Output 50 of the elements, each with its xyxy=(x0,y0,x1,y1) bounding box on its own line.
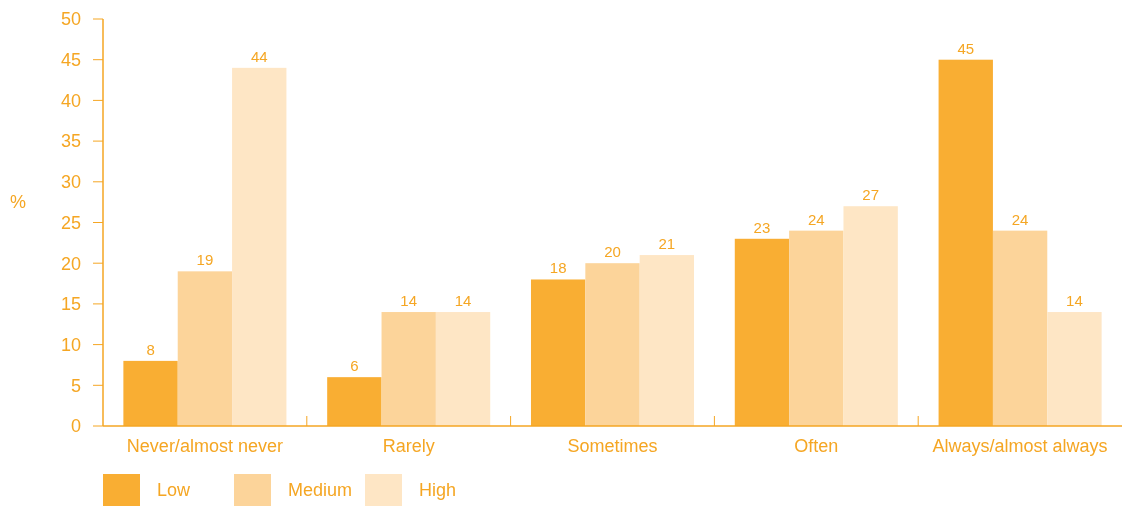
data-label: 23 xyxy=(753,218,771,236)
y-tick-label: 20 xyxy=(60,253,81,274)
y-tick-label: 30 xyxy=(60,172,81,193)
x-tick-label: Always/almost always xyxy=(932,436,1108,456)
bar xyxy=(789,230,844,426)
data-label: 20 xyxy=(604,243,621,261)
y-tick-label: 40 xyxy=(60,90,81,111)
y-tick-label: 50 xyxy=(60,9,81,30)
y-tick-label: 15 xyxy=(60,294,81,315)
y-tick-label: 25 xyxy=(60,212,81,233)
legend-label: High xyxy=(419,480,457,501)
bar xyxy=(381,312,436,426)
data-label: 14 xyxy=(454,292,472,310)
y-tick-label: 0 xyxy=(70,416,81,437)
y-tick-label: 5 xyxy=(70,375,81,396)
data-label: 45 xyxy=(957,39,975,57)
data-label: 24 xyxy=(1011,210,1029,228)
legend-label: Medium xyxy=(288,480,353,501)
bar xyxy=(530,279,586,426)
data-label: 24 xyxy=(807,210,825,228)
x-tick-label: Never/almost never xyxy=(126,436,283,456)
bar xyxy=(843,206,898,426)
bar xyxy=(435,312,491,426)
bar xyxy=(992,230,1048,426)
bar xyxy=(123,360,178,426)
legend-label: Low xyxy=(157,480,192,501)
data-label: 18 xyxy=(549,259,567,277)
data-label: 14 xyxy=(400,292,418,310)
data-label: 27 xyxy=(862,186,879,204)
bar xyxy=(639,255,695,426)
data-label: 44 xyxy=(250,47,268,65)
data-label: 14 xyxy=(1066,292,1083,310)
y-tick-label: 10 xyxy=(60,334,81,355)
x-tick-label: Sometimes xyxy=(567,436,658,456)
y-tick-label: 35 xyxy=(60,131,81,152)
data-label: 19 xyxy=(196,251,214,269)
bar xyxy=(585,263,640,426)
bar xyxy=(232,67,287,426)
bar xyxy=(327,377,382,426)
data-label: 21 xyxy=(658,235,676,253)
y-tick-label: 45 xyxy=(60,50,81,70)
x-tick-label: Rarely xyxy=(382,436,435,456)
x-tick-label: Often xyxy=(794,436,839,456)
data-label: 6 xyxy=(350,357,359,375)
bar xyxy=(734,238,790,426)
bar xyxy=(1047,312,1102,426)
bar xyxy=(938,59,993,426)
data-label: 8 xyxy=(146,340,155,358)
y-axis-title: % xyxy=(9,192,27,212)
bar xyxy=(177,271,233,426)
